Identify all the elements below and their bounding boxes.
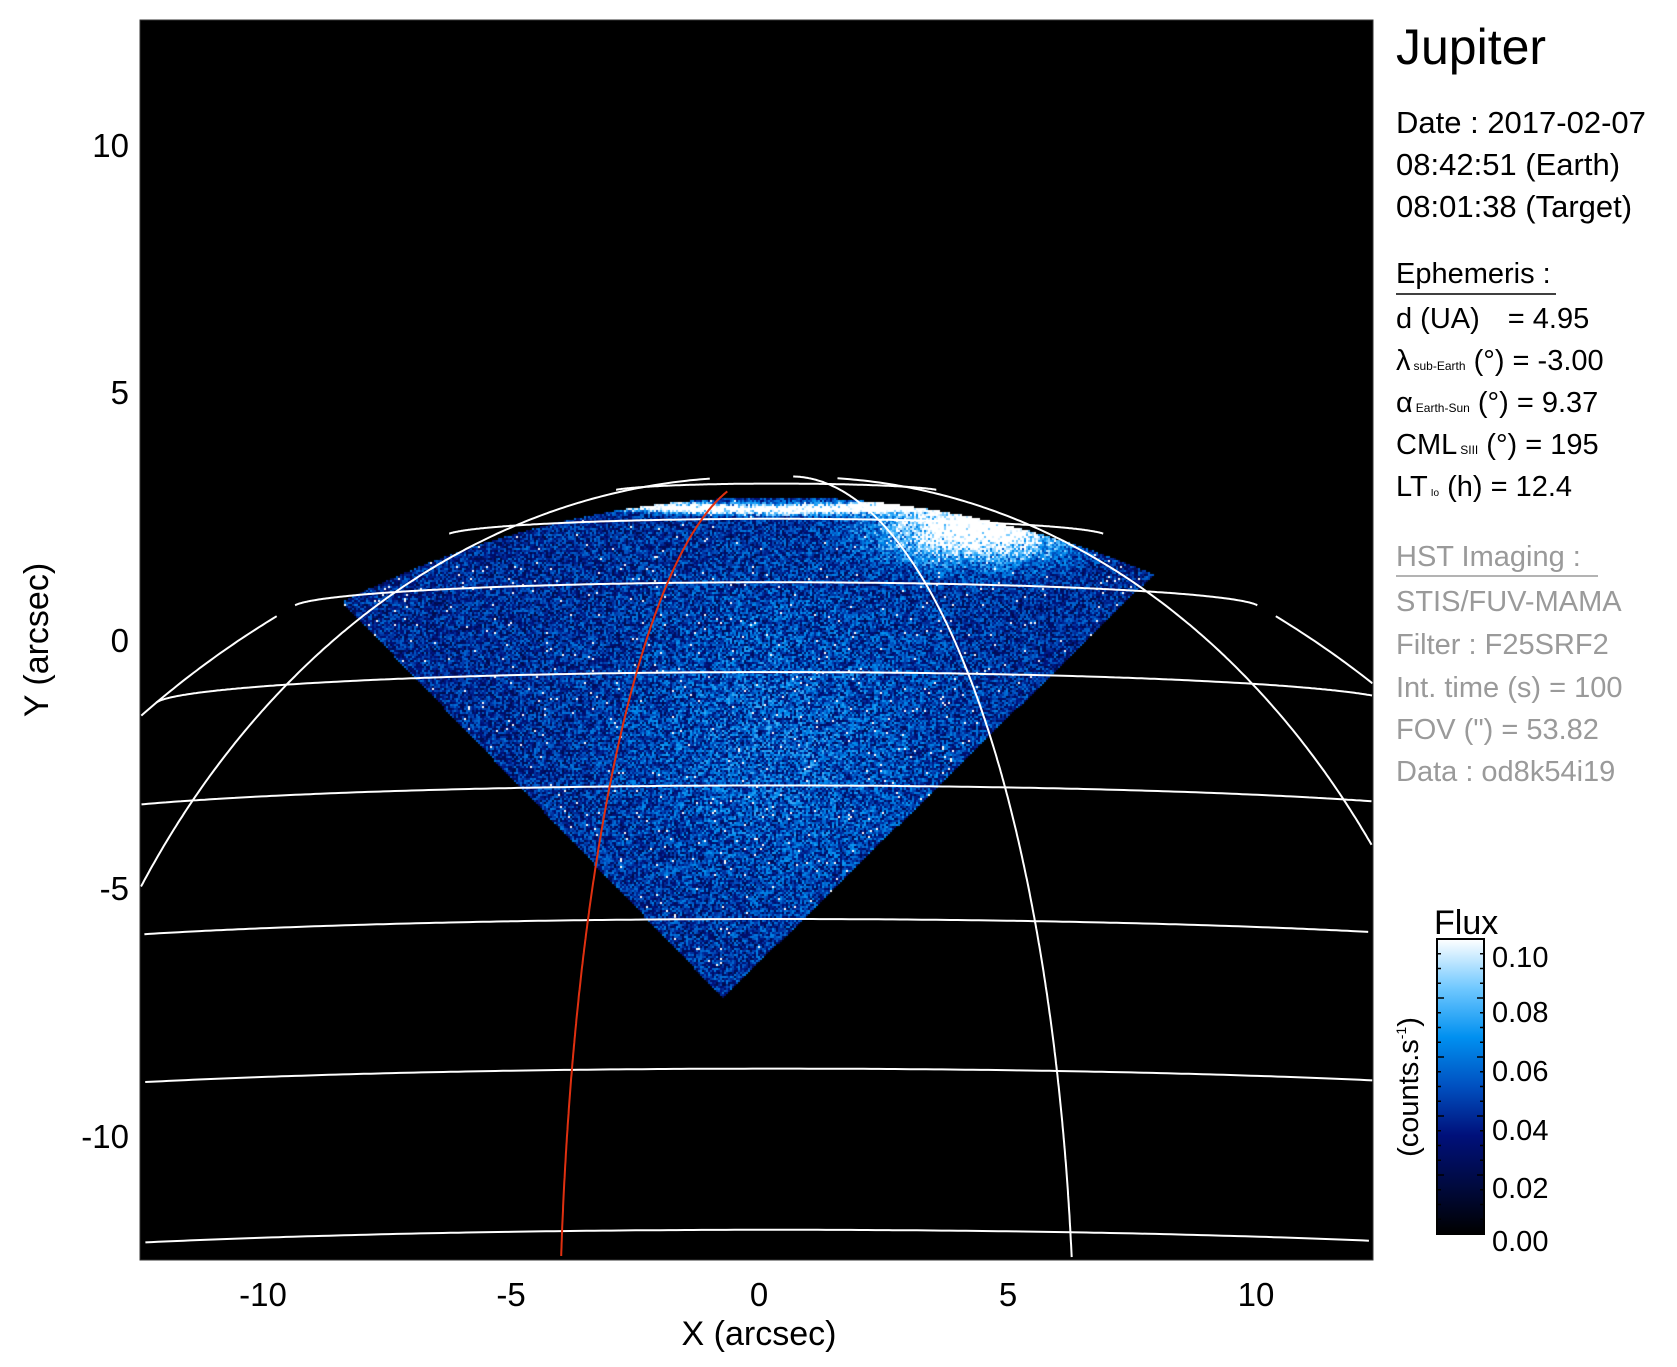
latitude-line bbox=[144, 918, 1369, 936]
colorbar-title: Flux bbox=[1434, 904, 1498, 942]
colorbar bbox=[1436, 938, 1485, 1235]
reference-meridian-line bbox=[560, 490, 728, 1257]
x-tick-label: -5 bbox=[496, 1276, 525, 1313]
ephemeris-local-time: LT Io (h) = 12.4 bbox=[1396, 471, 1572, 503]
hst-fov: FOV (") = 53.82 bbox=[1396, 714, 1599, 746]
colorbar-tick-label: 0.10 bbox=[1492, 942, 1548, 974]
y-axis-label: Y (arcsec) bbox=[18, 563, 56, 717]
y-tick-label: -5 bbox=[100, 870, 129, 907]
colorbar-tick-label: 0.00 bbox=[1492, 1226, 1548, 1258]
hst-int-time: Int. time (s) = 100 bbox=[1396, 672, 1622, 704]
hst-instrument: STIS/FUV-MAMA bbox=[1396, 586, 1622, 618]
x-tick-labels: -10 -5 0 5 10 bbox=[239, 1276, 1274, 1313]
ephemeris-sub-earth-lat: λ sub-Earth (°) = -3.00 bbox=[1396, 345, 1604, 377]
meridian-line bbox=[793, 475, 1073, 1258]
target-title: Jupiter bbox=[1396, 19, 1546, 75]
ephemeris-distance: d (UA) = 4.95 bbox=[1396, 303, 1589, 335]
target-time: 08:01:38 (Target) bbox=[1396, 189, 1632, 224]
x-axis-label: X (arcsec) bbox=[682, 1315, 837, 1353]
x-tick-label: 10 bbox=[1238, 1276, 1275, 1313]
meridian-line bbox=[1275, 615, 1374, 685]
plot-frame bbox=[139, 19, 1374, 1261]
meridian-line bbox=[140, 477, 710, 887]
colorbar-tick-label: 0.04 bbox=[1492, 1115, 1548, 1147]
y-tick-label: 0 bbox=[111, 622, 129, 659]
ephemeris-heading: Ephemeris : bbox=[1396, 258, 1551, 290]
hst-heading: HST Imaging : bbox=[1396, 541, 1581, 573]
lat-lon-grid bbox=[140, 475, 1374, 1258]
y-tick-label: 10 bbox=[92, 127, 129, 164]
y-tick-label: 5 bbox=[111, 374, 129, 411]
colorbar-tick-labels: 0.10 0.08 0.06 0.04 0.02 0.00 bbox=[1492, 942, 1548, 1258]
ephemeris-phase-angle: α Earth-Sun (°) = 9.37 bbox=[1396, 387, 1598, 419]
colorbar-tick-label: 0.02 bbox=[1492, 1173, 1548, 1205]
latitude-line bbox=[155, 671, 1373, 704]
colorbar-tick-label: 0.06 bbox=[1492, 1056, 1548, 1088]
hst-filter: Filter : F25SRF2 bbox=[1396, 629, 1609, 661]
date-line: Date : 2017-02-07 bbox=[1396, 105, 1646, 140]
hst-info: HST Imaging : STIS/FUV-MAMA Filter : F25… bbox=[1396, 541, 1622, 788]
latitude-line bbox=[141, 784, 1372, 806]
latitude-line bbox=[145, 1067, 1373, 1083]
colorbar-ticks bbox=[1437, 938, 1484, 1235]
y-tick-label: -10 bbox=[81, 1118, 129, 1155]
latitude-line bbox=[294, 581, 1258, 607]
x-tick-label: 0 bbox=[750, 1276, 768, 1313]
latitude-line bbox=[449, 517, 1104, 535]
x-tick-label: 5 bbox=[999, 1276, 1017, 1313]
y-tick-labels: 10 5 0 -5 -10 bbox=[81, 127, 129, 1155]
ephemeris-cml: CML SIII (°) = 195 bbox=[1396, 429, 1599, 461]
meridian-line bbox=[140, 615, 278, 717]
colorbar-tick-label: 0.08 bbox=[1492, 997, 1548, 1029]
hst-dataset: Data : od8k54i19 bbox=[1396, 756, 1615, 788]
colorbar-label: (counts.s-1) bbox=[1393, 1017, 1425, 1157]
x-tick-label: -10 bbox=[239, 1276, 287, 1313]
uv-image bbox=[140, 20, 1373, 1260]
meridian-line bbox=[837, 477, 1373, 846]
earth-time: 08:42:51 (Earth) bbox=[1396, 147, 1620, 182]
latitude-line bbox=[145, 1228, 1369, 1244]
